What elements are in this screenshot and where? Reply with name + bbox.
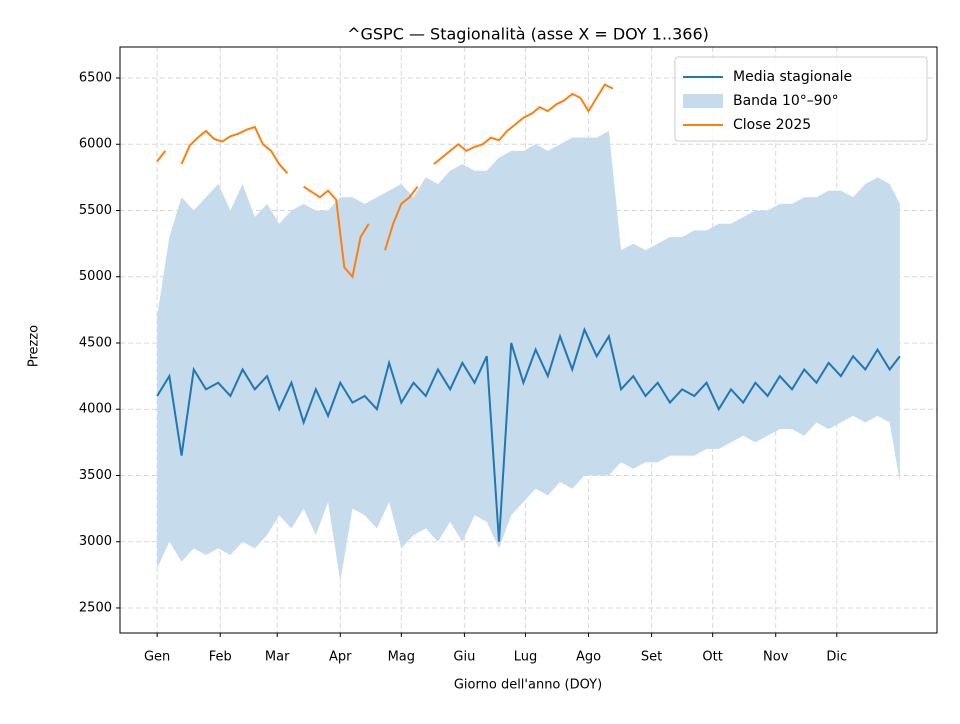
x-tick-label: Ott bbox=[702, 650, 722, 665]
legend-label: Media stagionale bbox=[733, 69, 852, 85]
y-tick-label: 6000 bbox=[79, 137, 112, 152]
y-tick-label: 3500 bbox=[79, 468, 112, 483]
x-axis-label: Giorno dell'anno (DOY) bbox=[454, 678, 602, 693]
band-area bbox=[157, 130, 900, 582]
legend: Media stagionale Banda 10°–90° Close 2025 bbox=[674, 56, 928, 142]
y-tick-label: 5500 bbox=[79, 203, 112, 218]
y-axis-label: Prezzo bbox=[27, 325, 42, 367]
legend-box bbox=[674, 56, 928, 142]
x-tick-label: Feb bbox=[209, 650, 232, 665]
y-tick-label: 2500 bbox=[79, 600, 112, 615]
y-tick-label: 4500 bbox=[79, 335, 112, 350]
x-tick-label: Mag bbox=[388, 650, 415, 665]
plot-frame bbox=[119, 46, 938, 634]
x-tick-label: Apr bbox=[329, 650, 352, 665]
legend-swatch bbox=[683, 94, 723, 108]
x-tick-label: Giu bbox=[453, 650, 475, 665]
x-tick-label: Set bbox=[641, 650, 662, 665]
y-tick-label: 6500 bbox=[79, 71, 112, 86]
x-tick-label: Ago bbox=[576, 650, 601, 665]
line-series bbox=[156, 326, 901, 542]
legend-label: Banda 10°–90° bbox=[733, 93, 839, 109]
y-tick-label: 3000 bbox=[79, 534, 112, 549]
x-tick-label: Lug bbox=[514, 650, 538, 665]
x-tick-label: Mar bbox=[265, 650, 290, 665]
x-tick-label: Dic bbox=[826, 650, 847, 665]
y-tick-label: 4000 bbox=[79, 402, 112, 417]
y-tick-label: 5000 bbox=[79, 269, 112, 284]
line-series bbox=[156, 83, 614, 279]
legend-label: Close 2025 bbox=[733, 117, 811, 133]
x-tick-label: Nov bbox=[763, 650, 789, 665]
x-tick-label: Gen bbox=[144, 650, 170, 665]
chart-title: ^GSPC — Stagionalità (asse X = DOY 1..36… bbox=[347, 25, 709, 44]
